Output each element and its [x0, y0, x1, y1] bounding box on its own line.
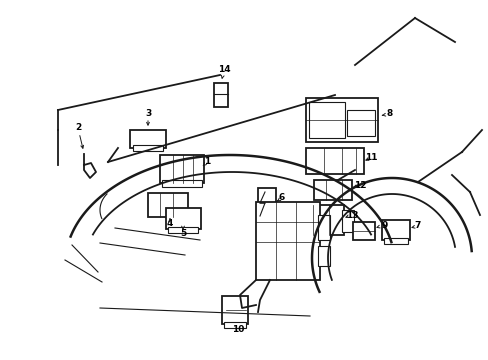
Bar: [133, 145, 163, 151]
Text: 5: 5: [180, 229, 186, 238]
Bar: [258, 188, 275, 218]
Bar: [383, 238, 407, 244]
Bar: [313, 180, 351, 200]
Bar: [256, 202, 319, 280]
Bar: [352, 222, 374, 240]
Text: 11: 11: [364, 153, 376, 162]
Text: 7: 7: [414, 221, 420, 230]
Bar: [162, 180, 202, 187]
Bar: [308, 102, 345, 138]
Bar: [224, 322, 245, 328]
Text: 13: 13: [345, 211, 358, 220]
Bar: [346, 110, 374, 136]
Bar: [317, 215, 329, 240]
Text: 8: 8: [386, 109, 392, 118]
Text: 1: 1: [203, 158, 210, 166]
Text: 10: 10: [231, 325, 244, 334]
Bar: [165, 208, 201, 229]
Text: 3: 3: [144, 108, 151, 117]
Text: 4: 4: [166, 220, 173, 229]
Bar: [130, 130, 165, 148]
Text: 2: 2: [75, 123, 81, 132]
Bar: [381, 220, 409, 240]
Bar: [214, 83, 227, 107]
Text: 12: 12: [353, 180, 366, 189]
Bar: [160, 155, 203, 183]
Bar: [305, 98, 377, 142]
Bar: [222, 296, 247, 324]
Text: 14: 14: [217, 66, 230, 75]
Bar: [295, 205, 343, 235]
Bar: [317, 246, 329, 266]
Bar: [341, 210, 353, 232]
Bar: [305, 148, 363, 174]
Text: 9: 9: [381, 220, 387, 230]
Text: 6: 6: [278, 194, 285, 202]
Bar: [168, 227, 198, 233]
Bar: [148, 193, 187, 217]
